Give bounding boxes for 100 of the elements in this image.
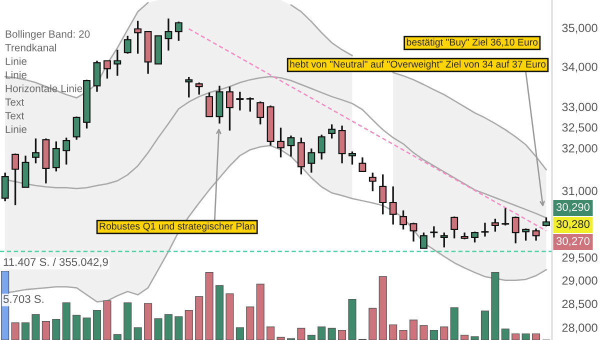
annotation: Text [5, 112, 24, 120]
candlestick [368, 172, 376, 192]
bar [184, 310, 193, 340]
bar [236, 327, 244, 340]
candlestick [114, 48, 122, 77]
bar [430, 330, 438, 340]
candlestick [124, 34, 132, 55]
bar [480, 310, 489, 340]
annotation: Linie [6, 70, 27, 79]
candlestick [328, 124, 336, 140]
bar [420, 325, 428, 340]
candlestick [430, 225, 438, 238]
bar [256, 284, 264, 340]
bar [378, 276, 387, 340]
candlestick [450, 216, 458, 240]
candlestick [174, 20, 182, 42]
bar [276, 336, 285, 340]
candlestick [164, 18, 172, 52]
candlestick [32, 138, 40, 164]
bar [491, 272, 500, 340]
bar [266, 326, 275, 340]
bar [522, 333, 530, 340]
candlestick [348, 150, 356, 166]
candlestick [379, 174, 387, 216]
candlestick [491, 218, 499, 232]
annotation: bestätigt "Buy" Ziel 36,10 Euro [406, 38, 538, 48]
annotation: Linie [6, 125, 27, 133]
annotation: Text [5, 98, 24, 106]
candlestick [52, 140, 60, 172]
bar [154, 318, 162, 340]
bar [389, 324, 398, 340]
bar [399, 330, 408, 340]
y-tick-label: 29,000 [562, 276, 598, 286]
candlestick [318, 134, 326, 160]
bar [92, 310, 102, 340]
bar [205, 272, 214, 340]
bar [11, 322, 20, 340]
candlestick [93, 60, 101, 93]
annotation: Robustes Q1 und strategischer Plan [100, 222, 255, 232]
candlestick [185, 76, 193, 98]
text: 30,270 [556, 237, 590, 246]
candlestick [134, 20, 142, 55]
bar [328, 328, 336, 340]
candlestick [471, 230, 478, 244]
candlestick [62, 136, 70, 166]
bar [22, 322, 30, 340]
candlestick [256, 100, 264, 126]
candlestick [12, 152, 20, 206]
candlestick [420, 232, 428, 250]
y-tick-label: 28,500 [562, 300, 598, 310]
candlestick [103, 60, 111, 80]
candlestick [206, 92, 214, 118]
bar [512, 333, 520, 340]
bar [440, 326, 448, 340]
bar [246, 306, 254, 340]
candlestick [246, 96, 254, 112]
y-tick-label: 34,000 [562, 62, 598, 72]
y-tick-label: 28,000 [562, 324, 598, 334]
bar [52, 318, 60, 340]
candlestick [440, 232, 448, 248]
annotation: hebt von "Neutral" auf "Overweight" Ziel von 34 auf 37 Euro [290, 60, 546, 70]
candlestick [195, 82, 203, 96]
y-tick-label: 32,000 [562, 144, 598, 154]
bar [501, 328, 510, 340]
y-tick-label: 33,000 [562, 102, 598, 113]
candlestick [1, 172, 9, 202]
candlestick [287, 134, 295, 158]
bar [42, 321, 50, 340]
bar [164, 314, 172, 340]
y-tick-label: 29,500 [562, 253, 598, 264]
bar [532, 333, 540, 340]
bar [215, 285, 224, 340]
candlestick [522, 228, 530, 242]
bar [307, 334, 316, 340]
bar [82, 318, 91, 340]
bar [368, 308, 377, 340]
candlestick [72, 116, 80, 141]
bar [174, 316, 183, 340]
annotation: Bollinger Band: 20 [6, 30, 90, 40]
annotation: 11.407 S. / 355.042,9 [4, 258, 108, 268]
candlestick [358, 156, 366, 172]
candlestick [236, 90, 244, 112]
bar [460, 334, 469, 340]
bar [348, 298, 356, 340]
bar [103, 300, 112, 340]
bar [124, 302, 132, 340]
bar [318, 326, 326, 340]
bar [72, 314, 81, 340]
candlestick [400, 210, 408, 230]
annotation: Linie [6, 57, 27, 65]
bar [226, 293, 234, 340]
bar [195, 296, 204, 340]
bar [144, 303, 152, 340]
bar [338, 330, 346, 340]
annotation: Trendkanal [5, 44, 56, 52]
candlestick [389, 186, 397, 226]
y-tick-label: 31,000 [562, 186, 598, 197]
y-tick-label: 35,000 [562, 24, 598, 34]
candlestick [308, 148, 316, 174]
bar [134, 327, 142, 340]
